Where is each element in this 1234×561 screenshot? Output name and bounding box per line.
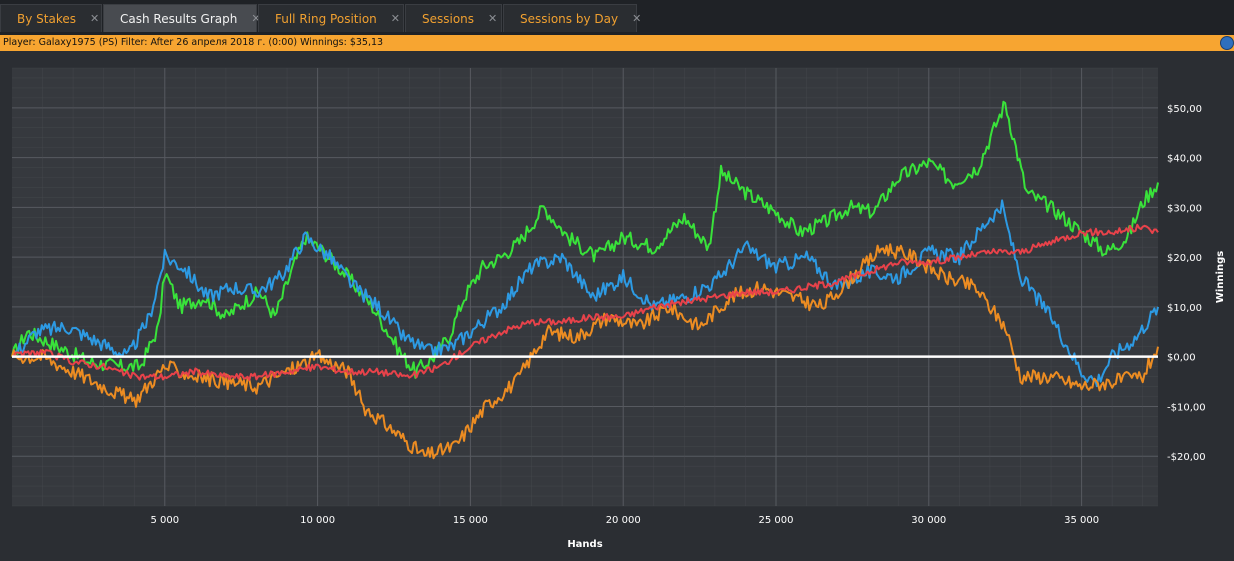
x-axis-title: Hands [567,539,602,550]
chart-svg: -$20,00 -$10,00 $0,00 $10,00 $20,00 $30,00 $40… [11,67,1226,550]
tab-label: By Stakes [17,11,76,26]
tab-by-stakes[interactable]: By Stakes ✕ [0,4,102,32]
y-tick-label: -$10,00 [1167,402,1206,413]
tab-cash-results-graph[interactable]: Cash Results Graph ✕ [103,4,261,32]
y-tick-label: $40,00 [1167,154,1202,165]
filter-info-text: Player: Galaxy1975 (PS) Filter: After 26… [3,37,384,48]
close-icon[interactable]: ✕ [488,12,498,25]
y-tick-label: -$20,00 [1167,452,1206,463]
tab-label: Sessions by Day [520,11,619,26]
tab-full-ring-position[interactable]: Full Ring Position ✕ [258,4,404,32]
tab-sessions-by-day[interactable]: Sessions by Day ✕ [503,4,641,32]
x-tick-label: 25 000 [759,515,794,526]
x-tick-label: 5 000 [150,515,179,526]
y-tick-label: $30,00 [1167,203,1202,214]
tab-label: Sessions [422,11,475,26]
close-icon[interactable]: ✕ [390,12,400,25]
y-tick-label: $10,00 [1167,303,1202,314]
x-tick-label: 15 000 [453,515,488,526]
series-line-4 [11,223,1159,381]
y-tick-label: $50,00 [1167,104,1202,115]
close-icon[interactable]: ✕ [251,12,261,25]
x-tick-label: 20 000 [606,515,641,526]
tab-bar: By Stakes ✕ Cash Results Graph ✕ Full Ri… [0,0,1234,36]
cash-results-chart: -$20,00 -$10,00 $0,00 $10,00 $20,00 $30,00 $40… [0,51,1234,557]
series-line-1 [11,100,1159,379]
y-tick-label: $0,00 [1167,353,1196,364]
y-tick-label: $20,00 [1167,253,1202,264]
series-line-3 [11,243,1159,460]
y-axis-title: Winnings [1215,251,1226,303]
tab-sessions[interactable]: Sessions ✕ [405,4,502,32]
close-icon[interactable]: ✕ [89,12,100,25]
tab-label: Full Ring Position [275,11,377,26]
close-icon[interactable]: ✕ [632,12,642,25]
series-line-2 [11,199,1159,388]
x-tick-label: 35 000 [1064,515,1099,526]
globe-icon[interactable] [1220,36,1234,50]
tab-label: Cash Results Graph [120,11,238,26]
x-tick-label: 10 000 [300,515,335,526]
filter-info-bar: Player: Galaxy1975 (PS) Filter: After 26… [0,35,1234,51]
x-tick-label: 30 000 [911,515,946,526]
